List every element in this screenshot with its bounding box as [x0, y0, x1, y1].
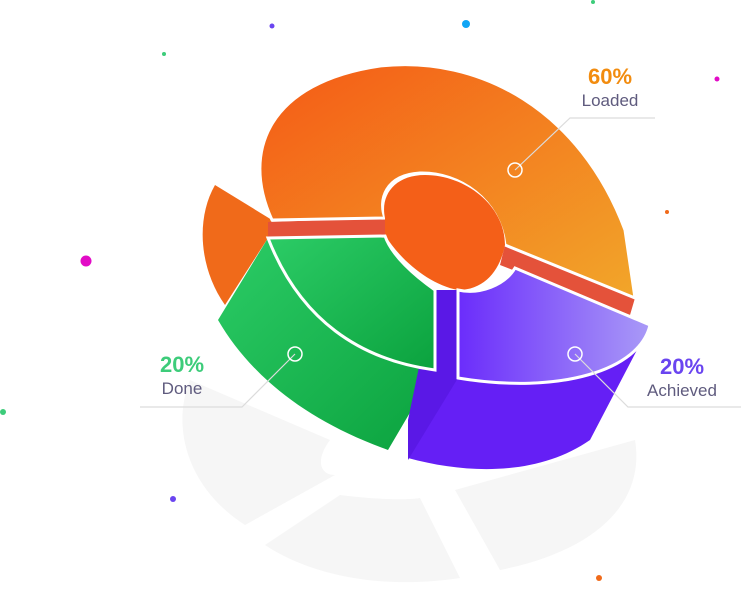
leader-line-done: [140, 353, 296, 408]
label-loaded-value: 60%: [587, 64, 633, 89]
label-loaded-name: Loaded: [581, 91, 639, 110]
label-achieved-name: Achieved: [647, 381, 717, 400]
slice-loaded-inner-side: [268, 218, 635, 315]
leader-line-loaded: [514, 117, 655, 171]
slice-achieved: [456, 266, 652, 385]
label-done-value: 20%: [159, 352, 205, 377]
marker-loaded: [507, 162, 523, 178]
label-done-name: Done: [161, 379, 203, 398]
label-achieved-value: 20%: [659, 354, 705, 379]
chart-shadow: [182, 380, 637, 583]
slice-loaded-hub: [384, 175, 505, 290]
leader-line-achieved: [574, 353, 741, 408]
marker-achieved: [567, 346, 583, 362]
slice-loaded-side: [202, 185, 272, 305]
slice-done-side: [218, 238, 435, 450]
label-done: 20% Done: [122, 352, 242, 400]
slice-achieved-side: [408, 325, 650, 470]
slice-achieved-inner-side: [408, 290, 458, 460]
slice-loaded: [258, 63, 637, 301]
slice-done: [265, 234, 437, 372]
label-loaded: 60% Loaded: [550, 64, 670, 112]
label-achieved: 20% Achieved: [622, 354, 741, 402]
decorative-dots: [0, 0, 720, 581]
marker-done: [287, 346, 303, 362]
